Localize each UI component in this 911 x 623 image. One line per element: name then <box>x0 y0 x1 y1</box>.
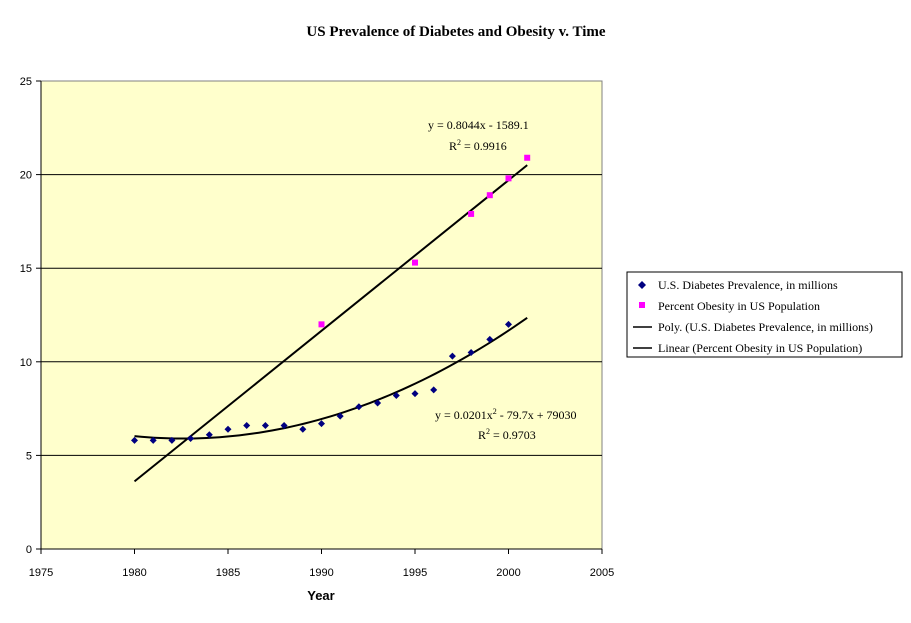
poly-equation-exp: 2 <box>493 407 497 416</box>
y-axis: 0 5 10 15 20 25 <box>20 76 42 556</box>
diabetes-point <box>486 335 494 343</box>
gridlines <box>41 174 602 456</box>
poly-r2-rest: = 0.9703 <box>490 428 536 442</box>
linear-trendline <box>133 164 528 483</box>
y-tick-label: 25 <box>20 76 32 88</box>
x-tick-label: 1990 <box>309 567 333 579</box>
diabetes-point <box>243 421 251 429</box>
legend-item-diabetes: U.S. Diabetes Prevalence, in millions <box>658 278 838 292</box>
x-axis-title: Year <box>307 588 334 603</box>
diabetes-point <box>336 412 344 420</box>
x-tick-label: 2005 <box>590 567 614 579</box>
obesity-point <box>524 154 531 161</box>
linear-r2-exp: 2 <box>457 138 461 147</box>
x-tick-label: 1975 <box>29 567 53 579</box>
linear-r2-main: R <box>449 139 457 153</box>
legend-diamond-marker <box>638 281 646 289</box>
y-tick-label: 10 <box>20 357 32 369</box>
chart-title: US Prevalence of Diabetes and Obesity v.… <box>306 24 606 40</box>
poly-r2-main: R <box>478 428 486 442</box>
data-markers <box>131 154 531 444</box>
legend-item-poly-trend: Poly. (U.S. Diabetes Prevalence, in mill… <box>658 320 873 334</box>
y-tick-label: 20 <box>20 170 32 182</box>
diabetes-point <box>355 403 363 411</box>
obesity-point <box>318 321 325 328</box>
poly-r2-label: R2 = 0.9703 <box>478 427 536 442</box>
y-tick-label: 5 <box>26 450 32 462</box>
x-tick-label: 1985 <box>216 567 240 579</box>
x-tick-label: 2000 <box>496 567 520 579</box>
diabetes-point <box>392 391 400 399</box>
diabetes-point <box>205 431 213 439</box>
legend: U.S. Diabetes Prevalence, in millions Pe… <box>626 271 903 358</box>
diabetes-point <box>224 425 232 433</box>
diabetes-point <box>280 421 288 429</box>
diabetes-point <box>149 436 157 444</box>
legend-box <box>626 271 903 358</box>
linear-r2-label: R2 = 0.9916 <box>449 138 507 153</box>
diabetes-point <box>131 436 138 444</box>
diabetes-point <box>187 435 195 443</box>
y-tick-label: 15 <box>20 263 32 275</box>
poly-trendline <box>134 316 528 440</box>
diabetes-point <box>430 386 438 394</box>
y-tick-label: 0 <box>26 544 32 556</box>
x-axis: 1975 1980 1985 1990 1995 2000 2005 <box>29 548 614 579</box>
poly-equation-rest: - 79.7x + 79030 <box>497 408 577 422</box>
diabetes-point <box>505 320 512 328</box>
obesity-point <box>486 192 493 199</box>
legend-item-obesity: Percent Obesity in US Population <box>658 299 820 313</box>
diabetes-point <box>467 348 475 356</box>
obesity-point <box>412 259 418 266</box>
poly-equation-main: y = 0.0201x <box>435 408 493 422</box>
obesity-point <box>468 210 475 217</box>
legend-square-marker <box>639 302 645 308</box>
diabetes-point <box>448 352 456 360</box>
diabetes-point <box>299 425 307 433</box>
diabetes-point <box>168 436 176 444</box>
diabetes-point <box>411 390 419 398</box>
linear-equation-label: y = 0.8044x - 1589.1 <box>428 118 529 132</box>
plot-area <box>40 80 603 550</box>
x-tick-label: 1995 <box>403 567 427 579</box>
poly-r2-exp: 2 <box>486 427 490 436</box>
obesity-point <box>505 175 512 182</box>
linear-r2-rest: = 0.9916 <box>461 139 507 153</box>
diabetes-point <box>318 420 325 428</box>
diabetes-point <box>374 399 382 407</box>
diabetes-point <box>261 421 269 429</box>
poly-equation-label: y = 0.0201x2 - 79.7x + 79030 <box>435 407 577 422</box>
x-tick-label: 1980 <box>122 567 146 579</box>
trendlines <box>133 164 528 483</box>
legend-item-linear-trend: Linear (Percent Obesity in US Population… <box>658 341 862 355</box>
